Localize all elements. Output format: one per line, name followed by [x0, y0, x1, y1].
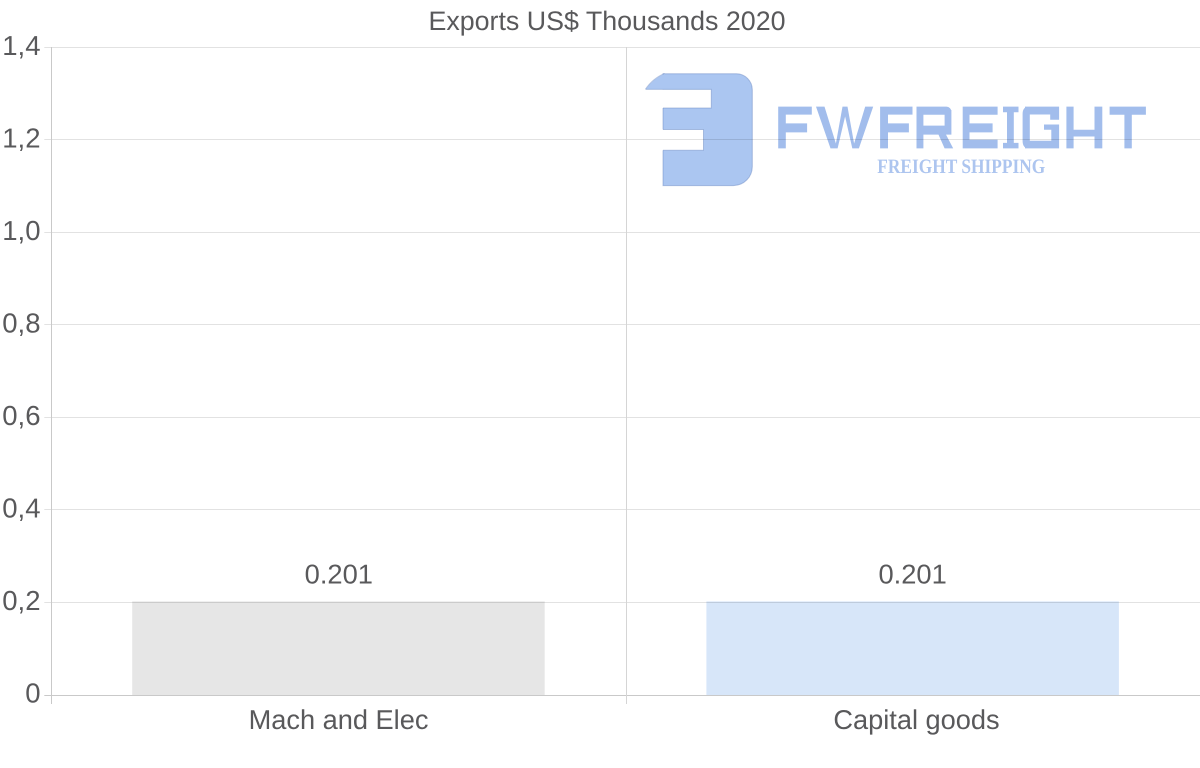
svg-text:1,2: 1,2	[2, 122, 40, 153]
svg-text:FREIGHT SHIPPING: FREIGHT SHIPPING	[877, 156, 1045, 178]
svg-text:0,4: 0,4	[2, 492, 40, 523]
svg-text:Mach and Elec: Mach and Elec	[249, 704, 429, 735]
svg-text:0,6: 0,6	[2, 400, 40, 431]
svg-text:0.201: 0.201	[878, 559, 946, 590]
svg-text:0,2: 0,2	[2, 585, 40, 616]
svg-text:1,0: 1,0	[2, 215, 40, 246]
svg-text:Exports US$ Thousands 2020: Exports US$ Thousands 2020	[428, 6, 785, 36]
svg-text:0.201: 0.201	[305, 559, 373, 590]
svg-text:0,8: 0,8	[2, 307, 40, 338]
svg-text:1,4: 1,4	[2, 30, 40, 61]
svg-text:0: 0	[25, 677, 40, 708]
svg-text:Capital goods: Capital goods	[833, 704, 999, 735]
